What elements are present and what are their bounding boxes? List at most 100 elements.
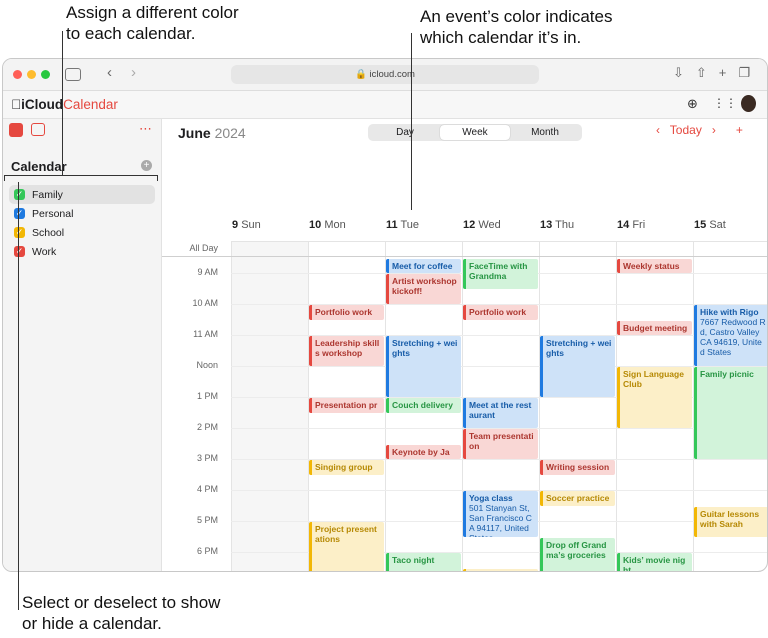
inbox-icon[interactable]: [31, 123, 45, 136]
event-title: Stretching + weights: [392, 338, 458, 358]
hour-line: [231, 490, 767, 491]
view-button[interactable]: Day: [396, 127, 414, 138]
today-button[interactable]: Today: [669, 123, 702, 137]
calendar-checkbox[interactable]: ✓: [14, 208, 25, 219]
view-button[interactable]: Month: [531, 127, 559, 138]
browser-actions[interactable]: ⇩⇧+❐: [673, 65, 763, 80]
day-date: 14: [617, 219, 630, 231]
day-name: Wed: [478, 219, 501, 231]
day-name: Mon: [324, 219, 346, 231]
hour-label: 11 AM: [193, 329, 218, 339]
event[interactable]: Yoga class 501 Stanyan St, San Francisco …: [463, 491, 538, 537]
calendar-checkbox[interactable]: ✓: [14, 189, 25, 200]
calendar-row[interactable]: ✓ School: [9, 223, 155, 242]
event-title: Family picnic: [700, 369, 754, 379]
event-title: Kids’ movie night: [623, 555, 686, 572]
view-button[interactable]: Week: [440, 125, 510, 140]
event[interactable]: Drop off Grandma’s groceries: [540, 537, 615, 571]
calendar-row[interactable]: ✓ Family: [9, 185, 155, 204]
event[interactable]: FaceTime with Grandma: [463, 258, 538, 289]
event[interactable]: Portfolio work s…: [309, 305, 384, 320]
event[interactable]: Portfolio work s…: [463, 305, 538, 320]
event-title: Drop off Grandma’s groceries: [546, 539, 607, 560]
app-name: Calendar: [53, 97, 118, 112]
close-button[interactable]: [13, 70, 22, 79]
day-header: 12 Wed: [463, 219, 501, 231]
day-name: Thu: [555, 219, 575, 231]
day-divider: [385, 241, 386, 571]
callout-bracket: [157, 175, 158, 181]
navigation: ‹ Today › +: [656, 123, 743, 137]
event[interactable]: Stretching + weights: [386, 336, 461, 397]
hour-label: 6 PM: [196, 546, 218, 556]
day-date: 9: [232, 219, 239, 231]
forward-button[interactable]: ›: [131, 64, 136, 81]
calendar-icon[interactable]: [9, 123, 23, 137]
event[interactable]: Project presentations: [309, 522, 384, 571]
event[interactable]: Team presentation: [463, 429, 538, 459]
day-divider: [231, 241, 232, 571]
more-button[interactable]: ⋯: [139, 121, 152, 136]
event[interactable]: Soccer practice: [540, 491, 615, 506]
event[interactable]: Meet for coffee: [386, 258, 461, 273]
event[interactable]: Taco night: [386, 553, 461, 571]
add-event[interactable]: +: [735, 123, 743, 137]
month: June: [178, 125, 211, 141]
add-calendar[interactable]: +: [141, 160, 152, 171]
event[interactable]: Stretching + weights: [540, 336, 615, 397]
event[interactable]: Leadership skills workshop: [309, 336, 384, 366]
event-title: Couch delivery: [392, 400, 453, 410]
year: 2024: [214, 125, 246, 141]
calendar-row[interactable]: ✓ Personal: [9, 204, 155, 223]
day-name: Sun: [241, 219, 261, 231]
event[interactable]: Budget meeting: [617, 320, 692, 335]
calendar-row[interactable]: ✓ Work: [9, 242, 155, 261]
hour-label: Noon: [196, 360, 218, 370]
event-title: Meet at the restaurant: [469, 400, 532, 420]
event[interactable]: Hike with Rigo 7667 Redwood Rd, Castro Va…: [694, 305, 767, 366]
hour-line: [231, 397, 767, 398]
calendar-name: Work: [32, 246, 57, 258]
callout-pointer: [411, 33, 412, 210]
event[interactable]: Couch delivery: [386, 398, 461, 413]
event[interactable]: Tutoring session: [463, 568, 538, 572]
event[interactable]: Weekly status: [617, 258, 692, 273]
zoom-button[interactable]: [41, 70, 50, 79]
address-bar[interactable]: 🔒 icloud.com: [231, 65, 539, 84]
event[interactable]: Guitar lessons with Sarah: [694, 506, 767, 537]
avatar[interactable]: [741, 95, 756, 112]
calendar-name: Family: [32, 189, 63, 201]
minimize-button[interactable]: [27, 70, 36, 79]
back-button[interactable]: ‹: [107, 64, 112, 81]
event-title: Portfolio work s…: [315, 307, 373, 320]
event[interactable]: Family picnic: [694, 367, 767, 459]
event[interactable]: Artist workshop kickoff!: [386, 274, 461, 304]
event-title: Budget meeting: [623, 322, 688, 333]
event[interactable]: Meet at the restaurant: [463, 398, 538, 428]
sidebar-toggle[interactable]: [65, 68, 81, 81]
event[interactable]: Kids’ movie night: [617, 553, 692, 572]
event[interactable]: Keynote by Jas…: [386, 444, 461, 460]
apps-button[interactable]: ⋮⋮⋮: [713, 96, 749, 110]
callout-top-right: An event’s color indicates which calenda…: [420, 6, 612, 48]
add-button[interactable]: ⊕: [687, 96, 698, 111]
browser-window: ‹ › 🔒 icloud.com ⇩⇧+❐ iCloudCalendar ⊕ …: [2, 58, 768, 572]
callout-pointer: [62, 31, 63, 175]
event[interactable]: Sign Language Club: [617, 367, 692, 428]
event-details: 7667 Redwood Rd, Castro Valley CA 94619,…: [700, 317, 766, 357]
event[interactable]: Singing group: [309, 460, 384, 475]
event-title: Keynote by Jas…: [392, 446, 450, 460]
day-date: 11: [386, 219, 398, 231]
callout-line: An event’s color indicates: [420, 7, 613, 26]
calendar-checkbox[interactable]: ✓: [14, 227, 25, 238]
day-divider: [693, 241, 694, 571]
calendar-name: School: [32, 227, 65, 239]
next-button[interactable]: ›: [711, 123, 716, 137]
event[interactable]: Writing session …: [540, 460, 615, 475]
calendar-checkbox[interactable]: ✓: [14, 246, 25, 257]
callout-line: to each calendar.: [66, 24, 196, 43]
event-title: Tutoring session: [469, 571, 532, 572]
event[interactable]: Presentation prep: [309, 398, 384, 413]
previous-button[interactable]: ‹: [656, 123, 660, 137]
day-divider: [462, 241, 463, 571]
